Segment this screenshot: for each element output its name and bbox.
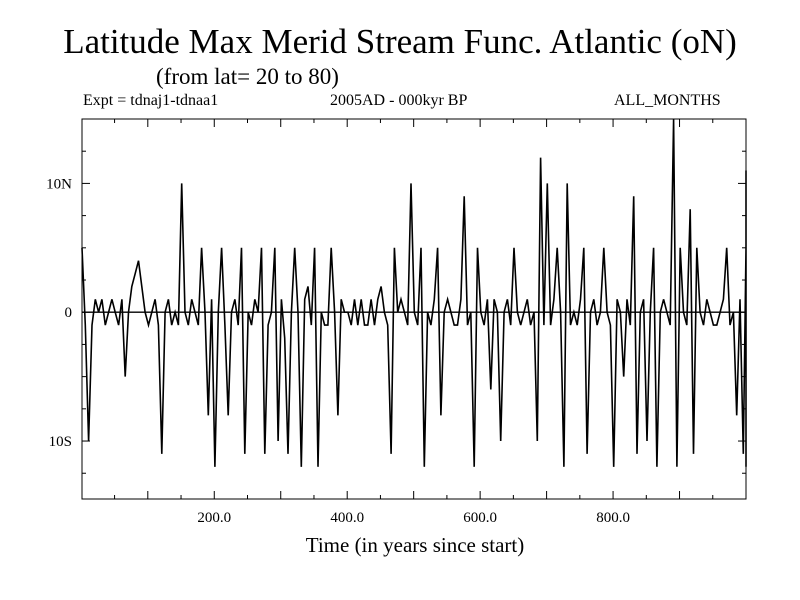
period-label: 2005AD - 000kyr BP: [330, 92, 468, 109]
months-label: ALL_MONTHS: [614, 92, 721, 109]
y-tick-label: 0: [65, 305, 73, 321]
x-tick-label: 600.0: [463, 510, 497, 526]
y-tick-label: 10N: [46, 176, 72, 192]
experiment-label: Expt = tdnaj1-tdnaa1: [83, 92, 219, 109]
x-axis: 200.0 400.0 600.0 800.0: [114, 119, 714, 526]
x-tick-label: 800.0: [596, 510, 630, 526]
x-tick-label: 400.0: [330, 510, 364, 526]
y-tick-label: 10S: [49, 434, 72, 450]
chart-subtitle: (from lat= 20 to 80): [156, 64, 339, 89]
x-tick-label: 200.0: [197, 510, 231, 526]
chart-title: Latitude Max Merid Stream Func. Atlantic…: [63, 22, 737, 61]
x-axis-label: Time (in years since start): [305, 533, 525, 557]
series-line: [81, 118, 747, 467]
